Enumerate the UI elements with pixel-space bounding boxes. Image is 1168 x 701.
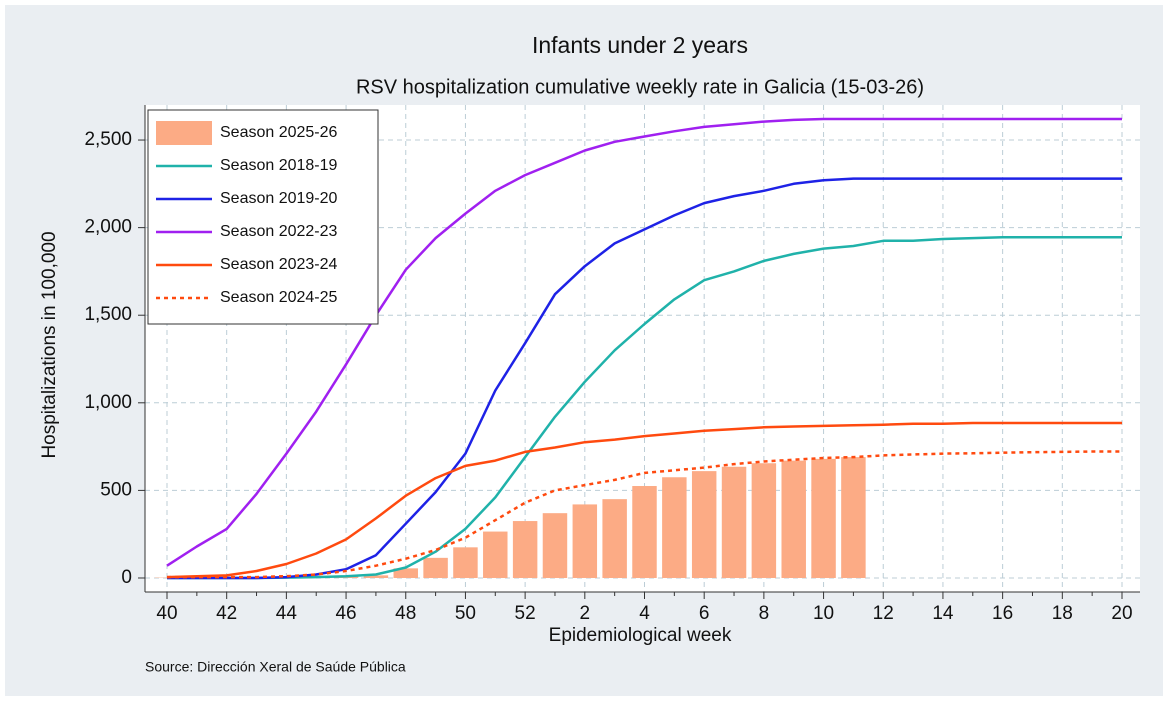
bar xyxy=(691,471,717,578)
bar xyxy=(363,575,389,578)
x-tick-label: 18 xyxy=(1052,603,1073,624)
line xyxy=(166,421,1122,579)
bar xyxy=(662,477,687,578)
bar xyxy=(512,521,538,578)
bar xyxy=(751,463,777,578)
y-axis-label: Hospitalizations in 100,000 xyxy=(39,231,60,458)
bar xyxy=(602,499,627,578)
legend-label: Season 2024-25 xyxy=(220,289,338,306)
x-tick-label: 2 xyxy=(580,603,591,624)
chart-subtitle: RSV hospitalization cumulative weekly ra… xyxy=(356,76,924,98)
legend-box xyxy=(147,109,379,325)
legend-label: Season 2025-26 xyxy=(220,124,338,141)
legend-label: Season 2023-24 xyxy=(220,256,338,273)
x-tick-label: 52 xyxy=(515,603,536,624)
bar xyxy=(781,460,806,578)
x-tick-label: 10 xyxy=(813,603,834,624)
x-tick-label: 6 xyxy=(699,603,710,624)
bar xyxy=(841,457,866,578)
bar xyxy=(632,486,657,578)
y-tick-label: 2,500 xyxy=(84,129,132,150)
line xyxy=(167,177,1122,580)
x-tick-label: 20 xyxy=(1111,603,1132,624)
legend-swatch xyxy=(156,121,212,145)
line xyxy=(167,450,1122,579)
legend-label: Season 2022-23 xyxy=(220,223,338,240)
x-axis-label: Epidemiological week xyxy=(549,625,732,646)
bar xyxy=(811,458,836,578)
x-tick-label: 12 xyxy=(873,603,894,624)
bar xyxy=(483,531,508,578)
x-tick-label: 44 xyxy=(276,603,298,624)
y-tick-label: 1,500 xyxy=(84,304,132,325)
x-tick-label: 46 xyxy=(335,603,356,624)
bar xyxy=(423,557,448,578)
bar xyxy=(453,547,478,578)
y-tick-label: 500 xyxy=(100,479,132,500)
x-tick-label: 16 xyxy=(992,603,1013,624)
bar xyxy=(542,513,568,578)
legend-label: Season 2018-19 xyxy=(220,157,338,174)
x-tick-label: 14 xyxy=(932,603,954,624)
x-tick-label: 40 xyxy=(156,603,177,624)
source: Source: Dirección Xeral de Saúde Pública xyxy=(145,659,406,675)
y-tick-label: 0 xyxy=(121,567,132,588)
bar xyxy=(393,568,418,578)
y-tick-label: 2,000 xyxy=(84,217,132,238)
bar xyxy=(721,466,747,578)
bar xyxy=(572,504,598,578)
legend-label: Season 2019-20 xyxy=(220,190,338,207)
chart-title: Infants under 2 years xyxy=(532,32,748,58)
x-tick-label: 48 xyxy=(395,603,416,624)
line xyxy=(167,236,1122,580)
y-tick-label: 1,000 xyxy=(84,392,132,413)
x-tick-label: 8 xyxy=(759,603,770,624)
x-tick-label: 50 xyxy=(455,603,476,624)
line xyxy=(166,117,1122,567)
x-tick-label: 42 xyxy=(216,603,237,624)
x-tick-label: 4 xyxy=(639,603,650,624)
